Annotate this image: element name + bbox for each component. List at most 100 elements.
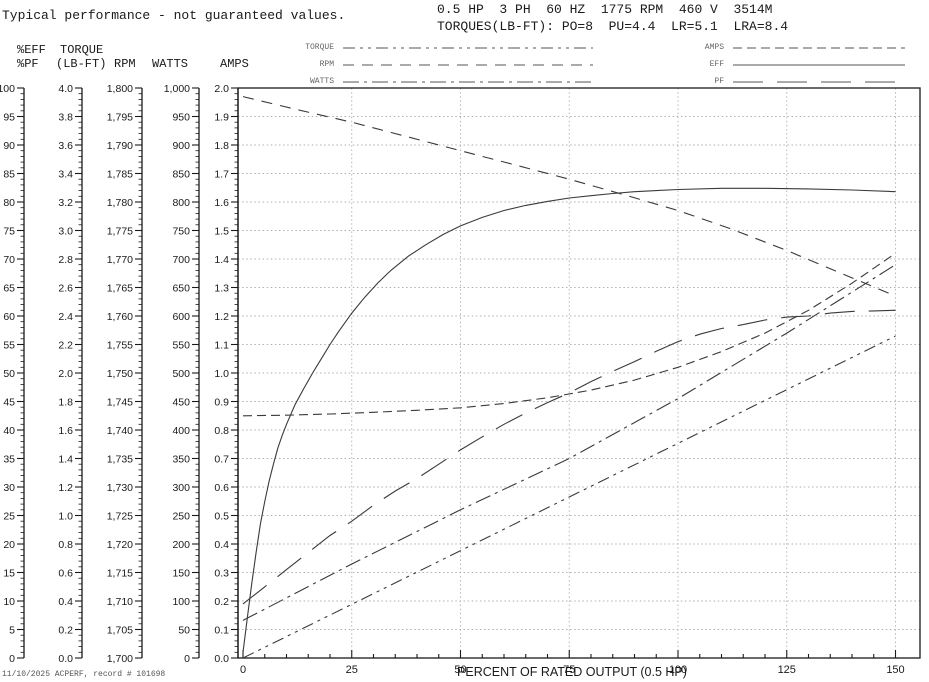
legend-entry-eff: EFF [680, 56, 905, 73]
tick-label-pct: 30 [3, 482, 15, 494]
tick-label-pct: 25 [3, 511, 15, 523]
tick-label-amps: 0.5 [214, 511, 229, 523]
tick-label-watts: 550 [172, 340, 190, 352]
legend-label: EFF [709, 60, 724, 69]
tick-label-torque: 2.6 [58, 283, 73, 295]
tick-label-rpm: 1,700 [107, 653, 133, 665]
scale-amps: 2.0 1.9 1.8 1.7 1.6 1.5 1.4 1.3 1.2 1.1 1.0 0.9 0.8 0… [214, 83, 239, 665]
tick-label-pct: 20 [3, 539, 15, 551]
legend-line-sample-rpm [343, 63, 593, 66]
x-axis-title: PERCENT OF RATED OUTPUT (0.5 HP) [457, 665, 687, 679]
record-footer: 11/10/2025 ACPERF, record # 101698 [2, 670, 166, 679]
legend-entry-amps: AMPS [680, 39, 905, 56]
tick-label-torque: 1.4 [58, 454, 73, 466]
tick-label-amps: 1.7 [214, 169, 229, 181]
tick-label-torque: 0.6 [58, 568, 73, 580]
tick-label-rpm: 1,755 [107, 340, 133, 352]
tick-label-watts: 350 [172, 454, 190, 466]
x-tick-label: 50 [454, 664, 466, 676]
tick-label-rpm: 1,765 [107, 283, 133, 295]
tick-label-pct: 50 [3, 368, 15, 380]
tick-label-amps: 0.2 [214, 596, 229, 608]
tick-label-watts: 150 [172, 568, 190, 580]
motor-spec-line: 0.5 HP 3 PH 60 HZ 1775 RPM 460 V 3514M [437, 2, 773, 17]
tick-label-amps: 1.3 [214, 283, 229, 295]
tick-label-watts: 800 [172, 197, 190, 209]
tick-label-amps: 1.6 [214, 197, 229, 209]
curve-rpm [242, 96, 896, 297]
tick-label-amps: 0.1 [214, 625, 229, 637]
tick-label-pct: 65 [3, 283, 15, 295]
tick-label-torque: 1.0 [58, 511, 73, 523]
scale-header-torque-units: (LB-FT) [56, 57, 107, 71]
legend-entry-pf: PF [680, 73, 905, 90]
tick-label-rpm: 1,750 [107, 368, 133, 380]
tick-label-pct: 80 [3, 197, 15, 209]
legend-entry-watts: WATTS [294, 73, 593, 90]
tick-label-watts: 900 [172, 140, 190, 152]
x-tick-label: 100 [669, 664, 687, 676]
scale-header-amps: AMPS [220, 57, 249, 71]
tick-label-pct: 40 [3, 425, 15, 437]
tick-label-rpm: 1,800 [107, 83, 133, 95]
legend-line-sample-eff [733, 63, 905, 66]
x-tick-label: 150 [886, 664, 904, 676]
tick-label-torque: 0.0 [58, 653, 73, 665]
tick-label-rpm: 1,760 [107, 311, 133, 323]
tick-label-rpm: 1,785 [107, 169, 133, 181]
legend-label: PF [714, 77, 724, 86]
curve-torque [242, 335, 896, 659]
tick-label-amps: 1.1 [214, 340, 229, 352]
tick-label-amps: 0.8 [214, 425, 229, 437]
tick-label-amps: 1.8 [214, 140, 229, 152]
tick-label-torque: 1.2 [58, 482, 73, 494]
tick-label-watts: 450 [172, 397, 190, 409]
legend-line-sample-pf [733, 80, 905, 83]
tick-label-watts: 700 [172, 254, 190, 266]
tick-label-rpm: 1,735 [107, 454, 133, 466]
legend-entry-rpm: RPM [294, 56, 593, 73]
legend-line-sample-watts [343, 80, 593, 83]
tick-label-watts: 400 [172, 425, 190, 437]
tick-label-rpm: 1,725 [107, 511, 133, 523]
x-axis: 0 25 50 75 100 125 150 [240, 650, 905, 676]
x-tick-label: 75 [563, 664, 575, 676]
tick-label-pct: 10 [3, 596, 15, 608]
tick-label-amps: 1.9 [214, 112, 229, 124]
scale-header-eff: %EFF [17, 43, 46, 57]
tick-label-watts: 950 [172, 112, 190, 124]
scale-watts: 1,00095090085080075070065060055050045040… [164, 83, 200, 665]
legend-label: AMPS [704, 43, 724, 52]
tick-label-amps: 0.9 [214, 397, 229, 409]
legend-entry-torque: TORQUE [294, 39, 593, 56]
tick-label-amps: 0.6 [214, 482, 229, 494]
tick-label-watts: 250 [172, 511, 190, 523]
tick-label-rpm: 1,795 [107, 112, 133, 124]
curve-pf [242, 309, 896, 605]
tick-label-rpm: 1,740 [107, 425, 133, 437]
scale-header-pf: %PF [17, 57, 39, 71]
legend-label: TORQUE [305, 43, 334, 52]
tick-label-pct: 0 [9, 653, 15, 665]
motor-torques-line: TORQUES(LB-FT): PO=8 PU=4.4 LR=5.1 LRA=8… [437, 19, 789, 34]
tick-label-torque: 2.4 [58, 311, 73, 323]
tick-label-pct: 60 [3, 311, 15, 323]
tick-label-pct: 75 [3, 226, 15, 238]
plot-border [237, 87, 921, 659]
tick-label-amps: 0.3 [214, 568, 229, 580]
tick-label-torque: 2.0 [58, 368, 73, 380]
tick-label-rpm: 1,745 [107, 397, 133, 409]
tick-label-rpm: 1,775 [107, 226, 133, 238]
tick-label-watts: 600 [172, 311, 190, 323]
tick-label-rpm: 1,790 [107, 140, 133, 152]
tick-label-rpm: 1,780 [107, 197, 133, 209]
tick-label-watts: 500 [172, 368, 190, 380]
tick-label-amps: 0.4 [214, 539, 229, 551]
tick-label-torque: 4.0 [58, 83, 73, 95]
tick-label-pct: 85 [3, 169, 15, 181]
report-title: Typical performance - not guaranteed val… [2, 8, 346, 23]
tick-label-amps: 1.2 [214, 311, 229, 323]
tick-label-pct: 70 [3, 254, 15, 266]
